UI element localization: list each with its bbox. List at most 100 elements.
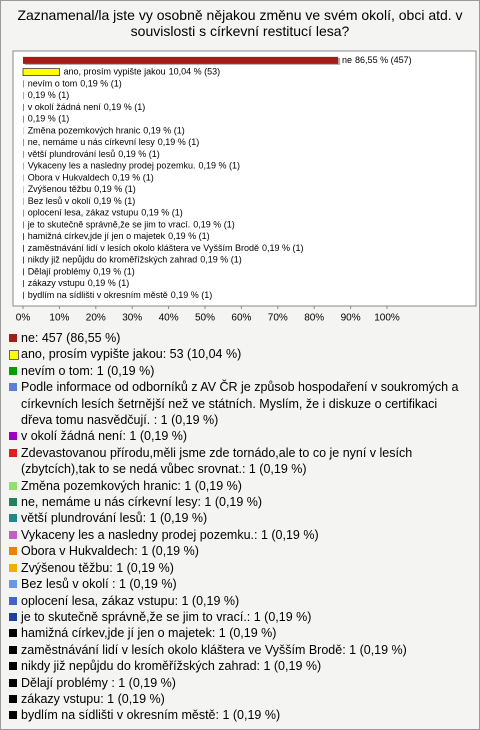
legend-item: bydlím na sídlišti v okresním městě: 1 (… [9,707,459,723]
bar-label: nikdy již nepůjdu do kroměřížských zahra… [28,255,242,265]
bar-label: je to skutečně správně,že se jim to vrac… [27,220,235,230]
legend-label: Dělají problémy : 1 (0,19 %) [21,675,176,690]
bar-label: Změna pozemkových hranic 0,19 % (1) [28,126,185,136]
legend-label: nikdy již nepůjdu do kroměřížských zahra… [21,659,322,674]
legend-swatch [9,678,17,687]
legend-item: Zdevastovanou přírodu,měli jsme zde torn… [9,445,459,478]
category-label: ano, prosím vypište jakou [64,67,166,77]
category-label: Vykaceny les a nasledny prodej pozemku. [28,161,196,171]
x-tick-label: 20% [86,313,106,324]
legend-swatch [9,350,19,361]
category-label: ne [342,55,352,65]
bar [23,92,24,100]
bar-label: ne 86,55 % (457) [342,55,412,65]
bar [23,209,24,217]
chart: 0% 10% 20% 30% 40% 50% 60% 70% 80% 90% 100% ne 86,55… [12,50,477,324]
legend-label: zaměstnávání lidí v lesích okolo klášter… [21,642,407,657]
value-label: 86,55 % (457) [355,55,412,65]
legend-swatch [9,514,17,523]
bar-label: bydlím na sídlišti v okresním městě 0,19 … [28,290,213,300]
legend-item: hamižná církev,jde jí jen o majetek: 1 (… [9,625,459,641]
legend-swatch [9,448,17,457]
legend: ne: 457 (86,55 %) ano, prosím vypište jak… [9,330,459,724]
legend-label: nevím o tom: 1 (0,19 %) [21,363,155,378]
bar [23,127,24,135]
x-tick-label: 40% [159,313,179,324]
bar-label: oplocení lesa, zákaz vstupu 0,19 % (1) [28,208,183,218]
bar [23,115,24,123]
bar [23,139,24,147]
legend-item: ne: 457 (86,55 %) [9,330,459,346]
bar [23,174,24,182]
value-label: 0,19 % (1) [28,114,70,124]
value-label: 0,19 % (1) [94,185,136,195]
legend-swatch [9,580,17,589]
value-label: 0,19 % (1) [28,91,70,101]
category-label: v okolí žádná není [28,102,102,112]
legend-item: Bez lesů v okolí : 1 (0,19 %) [9,576,459,592]
bar [23,103,24,111]
legend-label: v okolí žádná není: 1 (0,19 %) [21,429,188,444]
value-label: 0,19 % (1) [80,79,122,89]
legend-item: Dělají problémy : 1 (0,19 %) [9,675,459,691]
legend-label: větší plundrování lesů: 1 (0,19 %) [21,511,208,526]
value-label: 0,19 % (1) [112,173,154,183]
category-label: Dělají problémy [28,267,91,277]
bar-label: ano, prosím vypište jakou 10,04 % (53) [64,67,221,77]
legend-item: ano, prosím vypište jakou: 53 (10,04 %) [9,346,459,362]
bar [23,233,24,241]
bar-label: Obora v Hukvaldech 0,19 % (1) [28,173,154,183]
bar [23,197,24,205]
legend-swatch [9,694,17,703]
value-label: 0,19 % (1) [94,196,136,206]
bar [23,186,24,194]
bar-label: v okolí žádná není 0,19 % (1) [28,102,146,112]
x-tick-label: 50% [195,313,215,324]
value-label: 0,19 % (1) [141,208,183,218]
value-label: 0,19 % (1) [171,290,213,300]
bar-label: Zvýšenou těžbu 0,19 % (1) [28,185,136,195]
bar [23,56,339,64]
category-label: nevím o tom [28,79,78,89]
category-label: Zvýšenou těžbu [28,185,92,195]
legend-item: zákazy vstupu: 1 (0,19 %) [9,691,459,707]
bar [23,291,24,299]
category-label: je to skutečně správně,že se jim to vrac… [27,220,191,230]
x-tick-label: 70% [268,313,288,324]
legend-item: Zvýšenou těžbu: 1 (0,19 %) [9,560,459,576]
legend-label: bydlím na sídlišti v okresním městě: 1 (… [21,708,281,723]
x-tick-label: 10% [49,313,69,324]
legend-item: ne, nemáme u nás církevní lesy: 1 (0,19 … [9,494,459,510]
bar [22,68,60,76]
value-label: 0,19 % (1) [200,255,242,265]
category-label: zákazy vstupu [28,279,85,289]
plot-area [12,50,477,307]
legend-item: je to skutečně správně,že se jim to vrac… [9,609,459,625]
bar-label: zákazy vstupu 0,19 % (1) [28,279,130,289]
legend-item: větší plundrování lesů: 1 (0,19 %) [9,510,459,526]
legend-item: Změna pozemkových hranic: 1 (0,19 %) [9,478,459,494]
x-tick-label: 60% [231,313,251,324]
legend-swatch [9,530,17,539]
legend-swatch [9,629,17,638]
legend-label: ne: 457 (86,55 %) [21,331,121,345]
legend-swatch [9,498,17,507]
legend-item: nikdy již nepůjdu do kroměřížských zahra… [9,658,459,674]
category-label: ne, nemáme u nás církevní lesy [28,138,156,148]
bar [23,80,24,88]
value-label: 0,19 % (1) [193,220,235,230]
value-label: 0,19 % (1) [198,161,240,171]
legend-label: zákazy vstupu: 1 (0,19 %) [21,691,165,706]
legend-swatch [9,547,17,556]
legend-label: Vykaceny les a nasledny prodej pozemku.:… [21,527,319,542]
bar-label: Dělají problémy 0,19 % (1) [28,267,135,277]
legend-item: zaměstnávání lidí v lesích okolo klášter… [9,642,459,658]
legend-swatch [9,645,17,654]
bar-label: nevím o tom 0,19 % (1) [28,79,122,89]
legend-label: ne, nemáme u nás církevní lesy: 1 (0,19 … [21,495,263,510]
category-label: oplocení lesa, zákaz vstupu [28,208,139,218]
value-label: 0,19 % (1) [88,279,130,289]
legend-label: Zvýšenou těžbu: 1 (0,19 %) [21,560,174,575]
value-label: 0,19 % (1) [104,102,146,112]
legend-swatch [9,563,17,572]
